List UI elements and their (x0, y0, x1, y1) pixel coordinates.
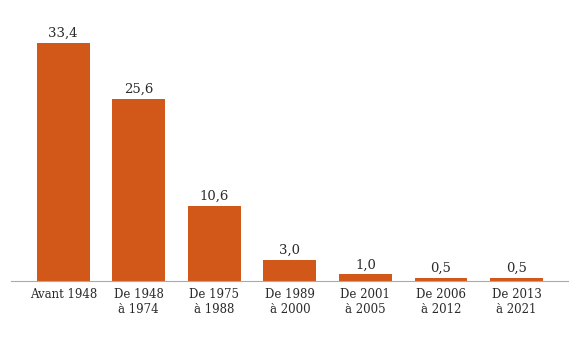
Bar (490, 278, 543, 281)
Text: 0,5: 0,5 (430, 262, 451, 275)
Bar (37, 43, 90, 281)
Text: 33,4: 33,4 (48, 27, 78, 40)
Text: 3,0: 3,0 (280, 244, 300, 257)
Text: 25,6: 25,6 (124, 83, 153, 96)
Text: 10,6: 10,6 (200, 190, 229, 203)
Bar (414, 278, 467, 281)
Text: 1,0: 1,0 (355, 258, 376, 271)
Bar (113, 98, 165, 281)
Bar (263, 260, 316, 281)
Bar (188, 205, 241, 281)
Bar (339, 274, 392, 281)
Text: 0,5: 0,5 (506, 262, 527, 275)
